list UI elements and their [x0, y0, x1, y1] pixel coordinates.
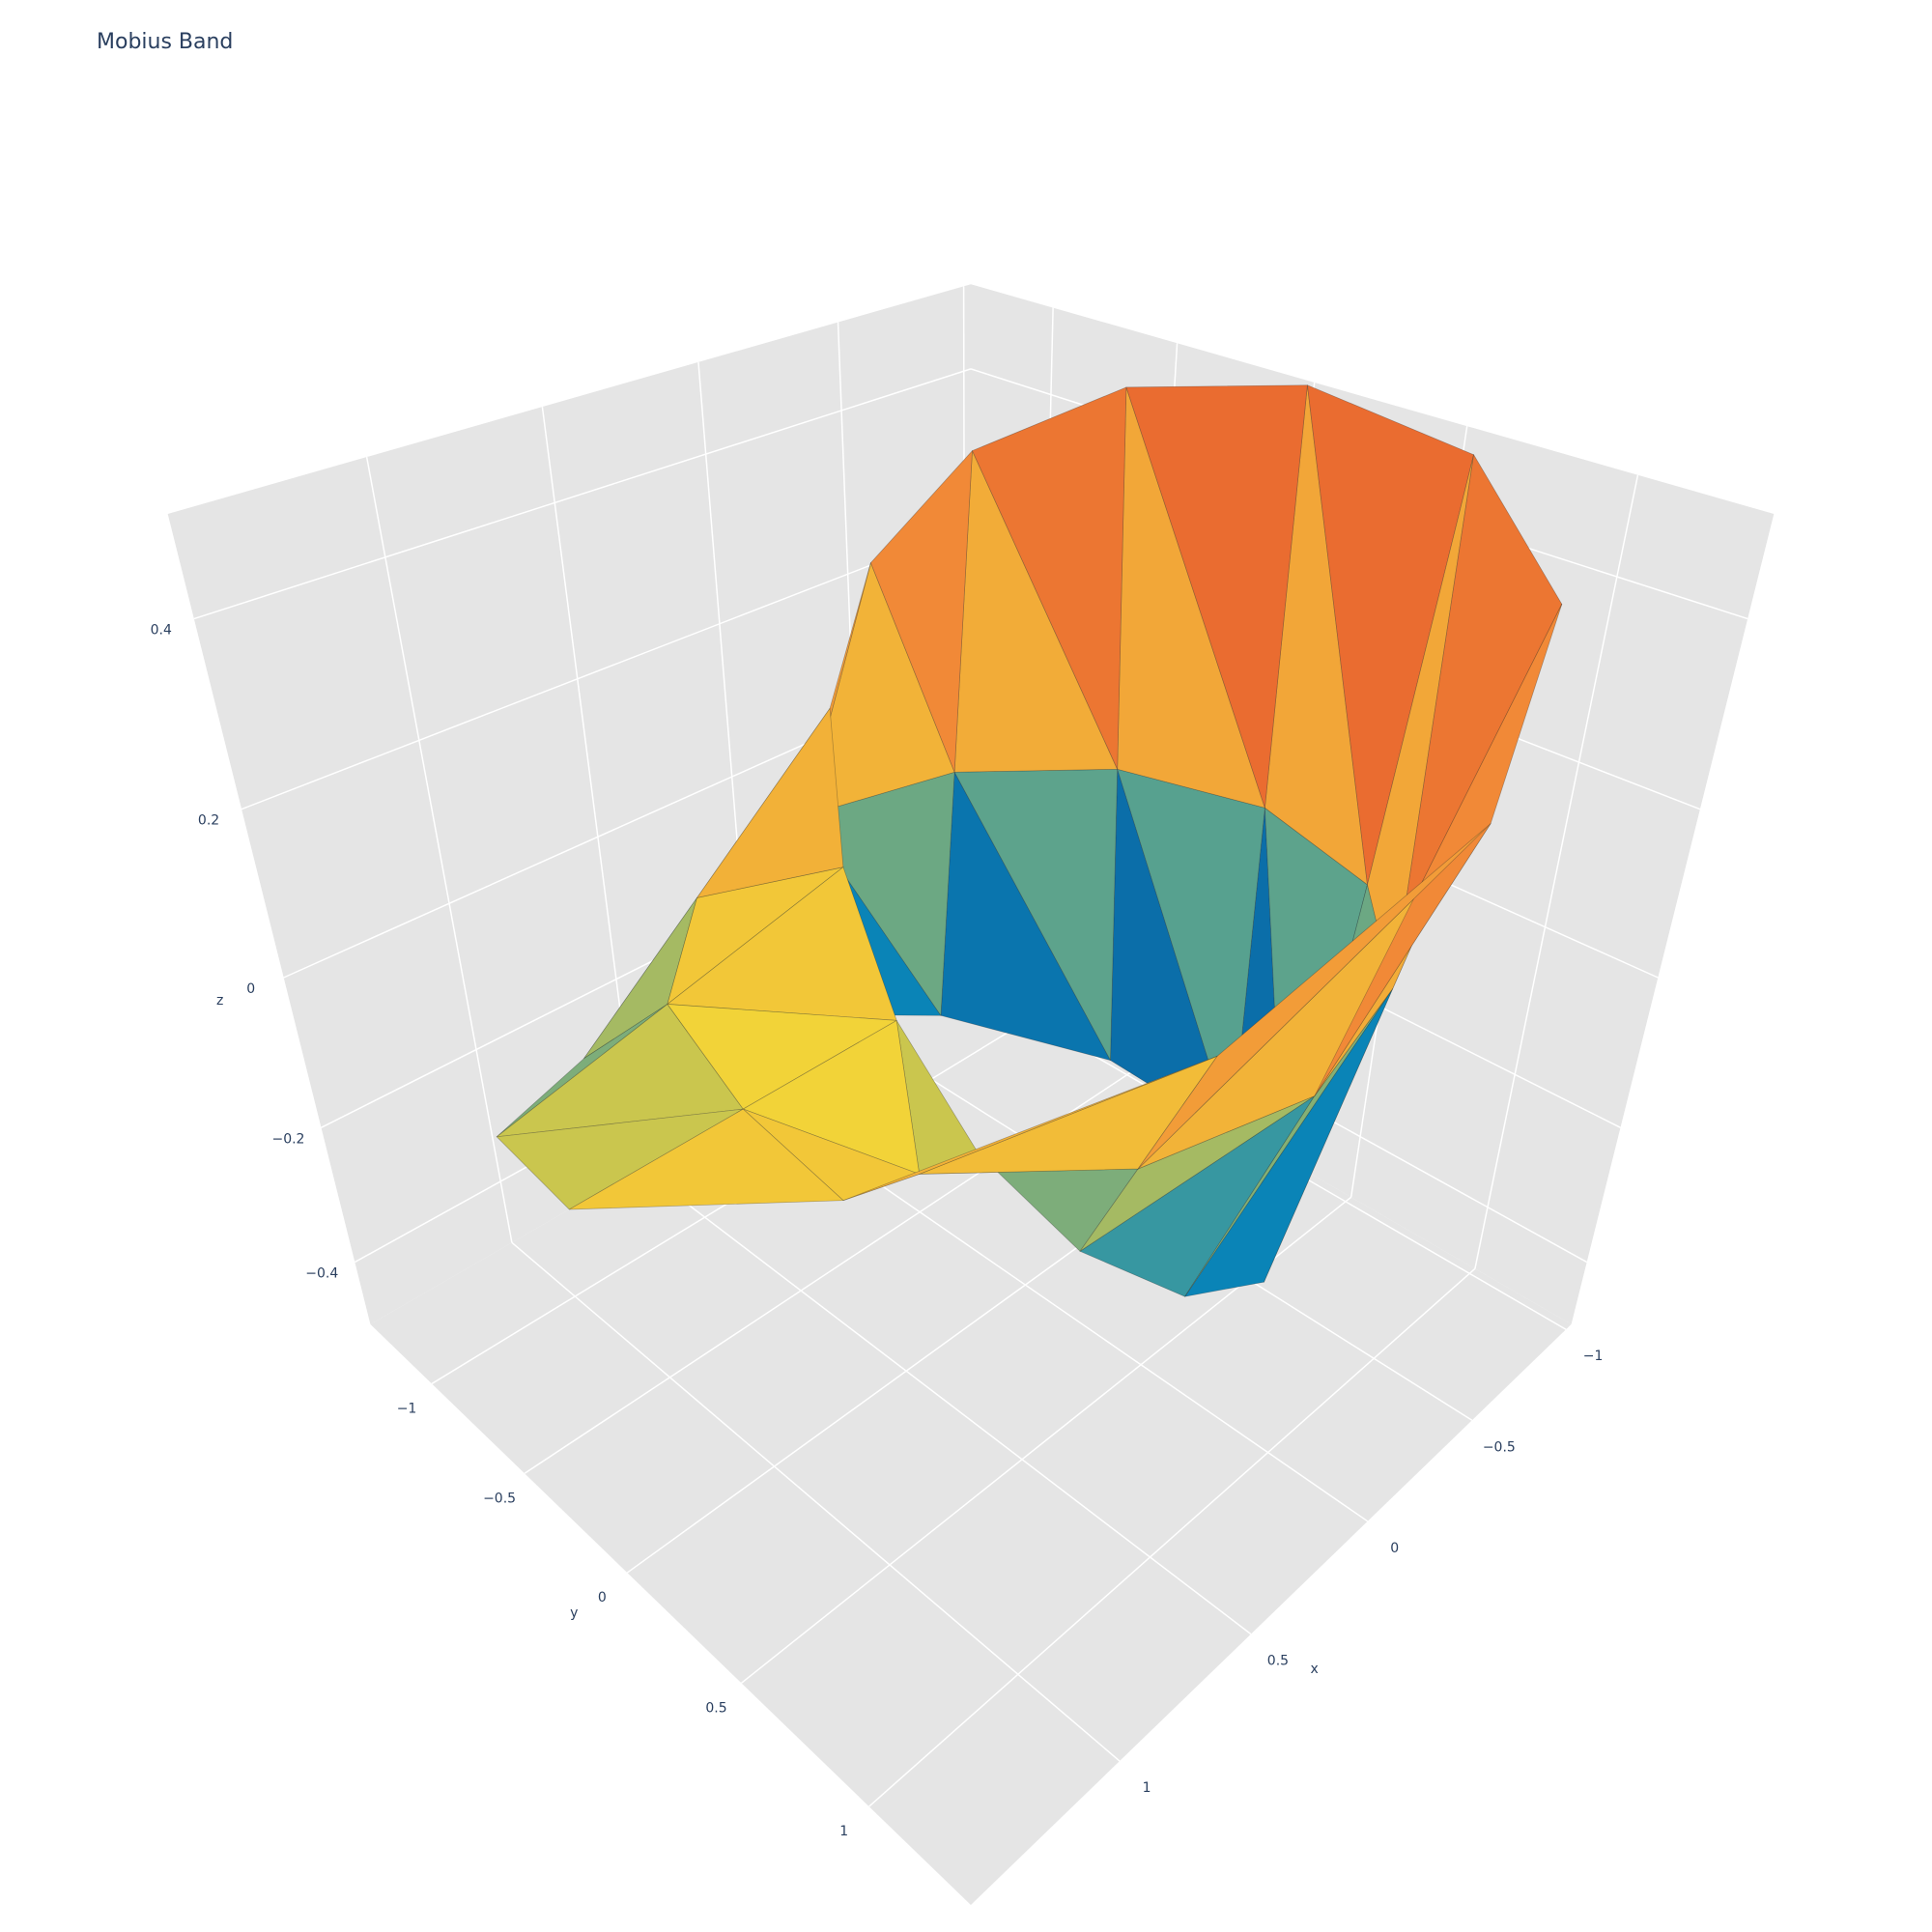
- y-tick-label: 0.5: [705, 1700, 726, 1716]
- mesh-face: [1184, 988, 1394, 1297]
- mesh-face: [1314, 604, 1563, 1096]
- chart-title: Mobius Band: [97, 30, 233, 54]
- x-axis-title: x: [1311, 1662, 1319, 1677]
- mesh-face: [667, 867, 897, 1021]
- mesh-face: [496, 1004, 744, 1138]
- mesh-face: [1079, 1095, 1316, 1252]
- x-tick-label: −1: [1583, 1349, 1604, 1364]
- grid-line: [868, 1267, 1476, 1807]
- z-axis-title: z: [216, 993, 223, 1009]
- z-tick-label: 0.4: [151, 623, 172, 639]
- y-axis-title: y: [570, 1605, 578, 1621]
- surface: [496, 384, 1563, 1297]
- x-tick-label: −0.5: [1483, 1439, 1516, 1455]
- z-tick-label: 0.2: [198, 813, 219, 829]
- mesh-face: [870, 450, 973, 773]
- mesh-face: [696, 707, 844, 898]
- z-tick-label: −0.2: [271, 1131, 304, 1147]
- mesh-face: [742, 1108, 921, 1202]
- z-tick-label: 0: [246, 981, 255, 997]
- mesh-face: [1137, 823, 1492, 1170]
- mesh-face: [568, 1108, 844, 1210]
- grid-line: [365, 456, 513, 1243]
- y-tick-label: −1: [397, 1401, 417, 1416]
- z-tick-label: −0.4: [305, 1266, 338, 1282]
- grid-line: [1474, 474, 1639, 1269]
- y-tick-label: 1: [839, 1824, 848, 1839]
- mesh-face: [842, 1055, 1218, 1202]
- x-tick-label: 0: [1390, 1541, 1399, 1556]
- x-tick-label: 1: [1143, 1780, 1151, 1796]
- mesh-face: [1125, 384, 1308, 809]
- grid-line: [193, 368, 972, 620]
- mesh-face: [972, 386, 1127, 770]
- axis-labels: −1 −0.5 0 0.5 1 −1 −0.5 0 0.5 1 −0.4 −0.2 0 0.2 0.4 x y z: [151, 623, 1604, 1840]
- x-tick-label: 0.5: [1267, 1654, 1289, 1669]
- y-tick-label: −0.5: [483, 1491, 516, 1506]
- y-tick-label: 0: [598, 1590, 607, 1605]
- grid-line: [639, 1167, 1252, 1635]
- grid-line: [241, 526, 972, 810]
- mesh-face: [953, 450, 1119, 773]
